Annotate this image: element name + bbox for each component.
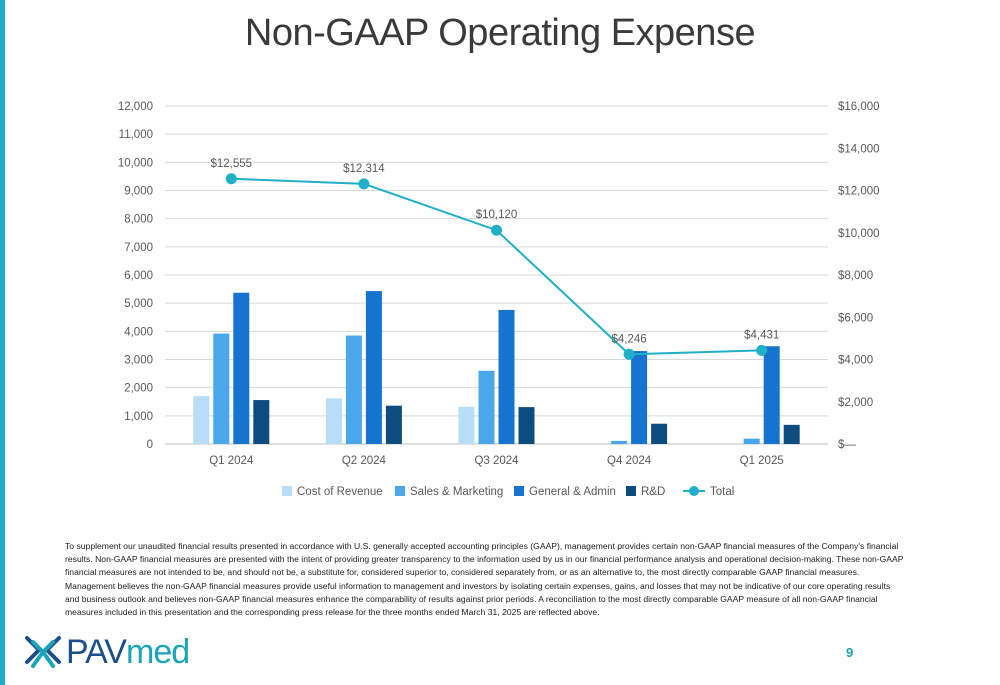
legend-swatch xyxy=(514,486,524,496)
bar xyxy=(385,405,402,444)
bar xyxy=(498,309,515,444)
logo-text-med: med xyxy=(126,632,190,671)
legend-label: Sales & Marketing xyxy=(410,486,503,498)
bar xyxy=(783,424,800,444)
right-tick-label: $10,000 xyxy=(838,228,880,240)
accent-side-bar xyxy=(0,0,5,685)
bar xyxy=(253,400,270,444)
legend-label: R&D xyxy=(641,486,665,498)
chart-legend: Cost of Revenue Sales & Marketing General … xyxy=(282,486,734,498)
non-gaap-disclaimer: To supplement our unaudited financial re… xyxy=(65,541,904,618)
left-tick-label: 5,000 xyxy=(124,298,153,310)
legend-swatch xyxy=(395,486,405,496)
pavmed-wordmark: PAVmed xyxy=(66,632,190,672)
bar xyxy=(631,351,648,444)
left-tick-label: 7,000 xyxy=(124,242,153,254)
total-point xyxy=(225,173,237,185)
left-axis-ticks: 0 1,000 2,000 3,000 4,000 5,000 6,000 7,000 8,00… xyxy=(118,101,153,451)
total-point xyxy=(491,224,502,236)
bar xyxy=(478,370,495,444)
bar xyxy=(213,333,230,444)
legend-label: Cost of Revenue xyxy=(297,486,383,498)
legend-line-marker xyxy=(689,486,699,496)
right-tick-label: $4,000 xyxy=(838,355,873,367)
pavmed-logo-mark-icon xyxy=(25,636,61,668)
total-point xyxy=(623,348,635,360)
right-tick-label: $8,000 xyxy=(838,270,873,282)
total-point xyxy=(756,344,768,356)
right-axis-ticks: $— $2,000 $4,000 $6,000 $8,000 $10,000 $12,000… xyxy=(838,101,880,451)
total-data-label: $12,555 xyxy=(211,158,253,170)
category-label: Q3 2024 xyxy=(474,455,519,467)
legend-swatch xyxy=(282,486,292,496)
total-line-series: $12,555 $12,314 $10,120 $4,246 $4,431 xyxy=(211,158,779,360)
chart-gridlines xyxy=(165,105,828,445)
left-tick-label: 0 xyxy=(147,439,153,451)
left-tick-label: 10,000 xyxy=(118,157,153,169)
bar xyxy=(345,335,362,444)
total-line xyxy=(231,177,762,356)
total-data-label: $10,120 xyxy=(476,209,518,221)
left-tick-label: 12,000 xyxy=(118,101,153,113)
category-label: Q2 2024 xyxy=(342,455,387,467)
total-data-label: $4,246 xyxy=(612,333,647,345)
right-tick-label: $12,000 xyxy=(838,186,880,198)
page-number: 9 xyxy=(846,645,854,660)
total-point xyxy=(358,178,370,190)
bar xyxy=(325,398,342,444)
legend-label: General & Admin xyxy=(529,486,616,498)
category-label: Q1 2025 xyxy=(740,455,784,467)
bar xyxy=(763,346,780,444)
left-tick-label: 9,000 xyxy=(124,186,153,198)
pavmed-logo: PAVmed xyxy=(22,632,190,672)
total-data-label: $12,314 xyxy=(343,163,385,175)
total-data-label: $4,431 xyxy=(744,329,779,341)
left-tick-label: 11,000 xyxy=(119,129,153,141)
logo-text-pav: PAV xyxy=(66,632,127,671)
bar xyxy=(518,407,535,444)
operating-expense-chart: 0 1,000 2,000 3,000 4,000 5,000 6,000 7,000 8,00… xyxy=(118,101,880,498)
category-labels: Q1 2024 Q2 2024 Q3 2024 Q4 2024 Q1 2025 xyxy=(209,455,784,467)
bar xyxy=(193,396,210,444)
category-label: Q4 2024 xyxy=(607,455,652,467)
right-tick-label: $14,000 xyxy=(838,143,880,155)
right-tick-label: $— xyxy=(838,439,856,451)
left-tick-label: 1,000 xyxy=(124,411,153,423)
category-label: Q1 2024 xyxy=(209,455,254,467)
left-tick-label: 6,000 xyxy=(124,270,153,282)
legend-swatch xyxy=(626,486,636,496)
left-tick-label: 3,000 xyxy=(124,355,153,367)
right-tick-label: $2,000 xyxy=(838,397,873,409)
bar xyxy=(233,292,250,444)
left-tick-label: 4,000 xyxy=(124,326,153,338)
page-title: Non-GAAP Operating Expense xyxy=(244,12,756,54)
bar xyxy=(458,406,475,444)
chart-bars xyxy=(193,291,800,444)
bar xyxy=(365,291,382,444)
bar xyxy=(651,423,668,444)
right-tick-label: $6,000 xyxy=(838,312,873,324)
bar xyxy=(611,440,628,444)
left-tick-label: 8,000 xyxy=(124,214,153,226)
bar xyxy=(743,438,760,444)
left-tick-label: 2,000 xyxy=(124,383,153,395)
right-tick-label: $16,000 xyxy=(838,101,880,113)
legend-label: Total xyxy=(710,486,734,498)
